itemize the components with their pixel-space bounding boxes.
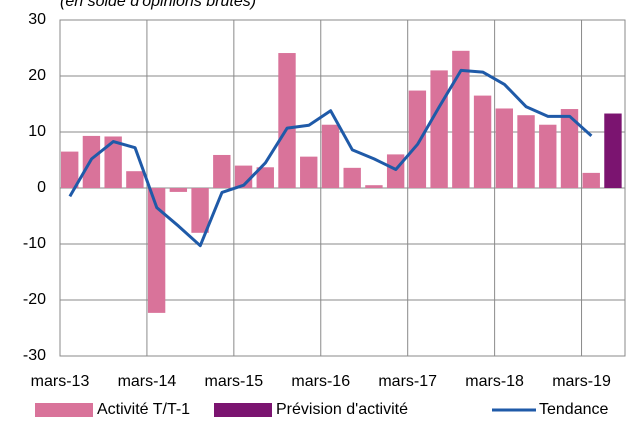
bar xyxy=(539,124,557,188)
x-tick-label: mars-18 xyxy=(465,373,524,390)
x-tick-label: mars-16 xyxy=(291,373,350,390)
legend-label: Activité T/T-1 xyxy=(97,401,190,418)
y-tick-label: 10 xyxy=(28,123,46,140)
bar xyxy=(343,167,361,188)
y-tick-label: 20 xyxy=(28,67,46,84)
chart-subtitle: (en solde d'opinions brutes) xyxy=(60,0,256,10)
x-tick-label: mars-14 xyxy=(118,373,177,390)
bar xyxy=(256,167,274,188)
bar xyxy=(582,172,600,188)
bar xyxy=(365,185,383,188)
y-tick-label: -10 xyxy=(23,235,46,252)
y-tick-label: 0 xyxy=(37,179,46,196)
x-tick-label: mars-19 xyxy=(552,373,611,390)
bar xyxy=(604,113,622,188)
bar xyxy=(321,124,340,188)
bar xyxy=(560,109,579,188)
legend-label: Prévision d'activité xyxy=(276,401,408,418)
bar xyxy=(473,95,492,188)
bar xyxy=(278,53,296,188)
bar xyxy=(386,154,405,188)
x-tick-label: mars-13 xyxy=(31,373,90,390)
y-tick-label: -30 xyxy=(23,347,46,364)
plot-frame xyxy=(59,19,626,357)
bar xyxy=(517,115,535,188)
y-tick-label: 30 xyxy=(28,11,46,28)
y-tick-label: -20 xyxy=(23,291,46,308)
bar xyxy=(61,151,79,188)
legend-swatch xyxy=(35,403,93,417)
bar xyxy=(191,188,209,233)
bar xyxy=(147,188,166,313)
bar xyxy=(495,108,513,188)
bar xyxy=(452,50,470,188)
trend-line xyxy=(68,68,593,248)
bar xyxy=(430,70,448,188)
bar xyxy=(169,188,188,192)
legend-label: Tendance xyxy=(539,401,608,418)
legend-swatch xyxy=(214,403,272,417)
bar xyxy=(213,154,231,188)
bar xyxy=(104,136,122,188)
x-tick-label: mars-15 xyxy=(205,373,264,390)
bar xyxy=(408,90,427,188)
bar xyxy=(126,171,144,188)
x-tick-label: mars-17 xyxy=(378,373,437,390)
bar xyxy=(300,156,318,188)
